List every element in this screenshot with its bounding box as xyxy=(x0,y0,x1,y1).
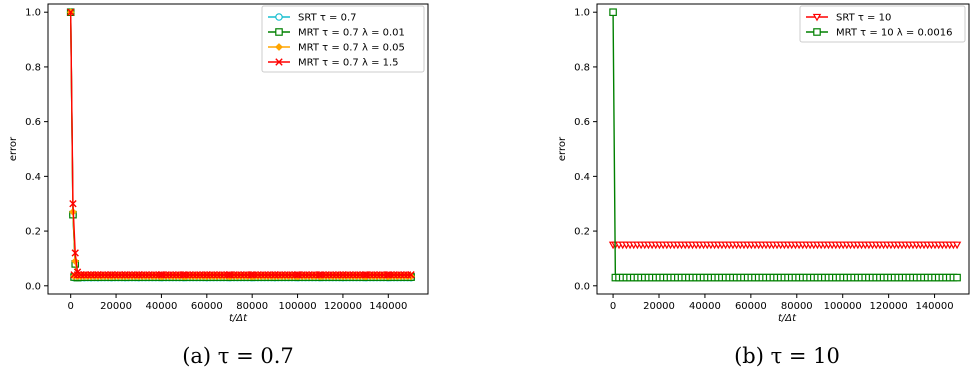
a-y-tick-label: 0.0 xyxy=(25,281,41,292)
panel-b-caption: (b) τ = 10 xyxy=(734,344,840,368)
a-legend-marker-2 xyxy=(275,43,283,51)
b-legend-marker-1 xyxy=(813,28,821,36)
b-x-tick-label: 120000 xyxy=(870,301,908,312)
panel-b-x-axis-label: t/Δt xyxy=(778,313,797,324)
b-legend-marker-0 xyxy=(812,13,822,22)
panel-a-series xyxy=(66,8,415,282)
panel-b-legend-box xyxy=(799,5,966,43)
panel-a-legend: SRT τ = 0.7 MRT τ = 0.7 λ = 0.01 MRT τ = 0… xyxy=(261,5,425,73)
a-x-tick-label: 100000 xyxy=(278,301,316,312)
a-x-tick-label: 120000 xyxy=(324,301,362,312)
a-series-3-marker xyxy=(66,8,75,16)
b-y-tick-label: 0.8 xyxy=(574,62,590,73)
a-x-tick-label: 80000 xyxy=(236,301,268,312)
a-y-tick-label: 1.0 xyxy=(25,8,41,19)
a-series-3 xyxy=(66,8,415,279)
b-x-tick-label: 80000 xyxy=(781,301,813,312)
b-x-tick-label: 100000 xyxy=(824,301,862,312)
panel-a-y-axis-label: error xyxy=(8,136,19,161)
a-series-3-marker xyxy=(69,200,77,208)
a-legend-marker-0 xyxy=(275,13,283,21)
b-series-0-marker xyxy=(952,241,962,250)
panel-a: 0 20000 40000 60000 80000 100000 120000 140000 … xyxy=(8,3,429,368)
panel-a-x-axis-label: t/Δt xyxy=(229,313,248,324)
b-legend-label-1: MRT τ = 10 λ = 0.0016 xyxy=(836,28,952,39)
a-x-tick-label: 140000 xyxy=(369,301,407,312)
a-y-tick-label: 0.2 xyxy=(25,227,41,238)
panel-a-y-ticks: 0.0 0.2 0.4 0.6 0.8 1.0 xyxy=(25,8,48,292)
panel-b: 0 20000 40000 60000 80000 100000 120000 140000 … xyxy=(557,3,970,368)
b-x-tick-label: 0 xyxy=(610,301,616,312)
panel-b-x-ticks: 0 20000 40000 60000 80000 100000 120000 140000 xyxy=(610,294,954,312)
panel-a-x-ticks: 0 20000 40000 60000 80000 100000 120000 140000 xyxy=(67,294,407,312)
a-x-tick-label: 40000 xyxy=(146,301,178,312)
b-y-tick-label: 0.0 xyxy=(574,281,590,292)
a-legend-label-3: MRT τ = 0.7 λ = 1.5 xyxy=(298,58,399,69)
a-series-3-marker xyxy=(71,249,79,257)
b-x-tick-label: 20000 xyxy=(643,301,675,312)
a-x-tick-label: 20000 xyxy=(100,301,132,312)
a-series-2-marker xyxy=(71,257,80,266)
b-y-tick-label: 0.4 xyxy=(574,172,590,183)
b-y-tick-label: 0.2 xyxy=(574,227,590,238)
a-y-tick-label: 0.8 xyxy=(25,62,41,73)
panel-a-caption: (a) τ = 0.7 xyxy=(182,344,294,368)
panel-a-legend-box xyxy=(261,5,425,73)
a-legend-label-2: MRT τ = 0.7 λ = 0.05 xyxy=(298,43,405,54)
b-series-1-marker xyxy=(609,8,617,17)
b-series-1 xyxy=(609,8,961,282)
a-legend-label-0: SRT τ = 0.7 xyxy=(298,13,357,24)
a-legend-marker-1 xyxy=(275,28,283,36)
b-y-tick-label: 1.0 xyxy=(574,8,590,19)
b-legend-label-0: SRT τ = 10 xyxy=(836,13,891,24)
panel-b-legend: SRT τ = 10 MRT τ = 10 λ = 0.0016 xyxy=(799,5,966,43)
panel-b-y-ticks: 0.0 0.2 0.4 0.6 0.8 1.0 xyxy=(574,8,597,292)
panel-b-plot-area xyxy=(596,3,970,295)
a-y-tick-label: 0.4 xyxy=(25,172,41,183)
b-x-tick-label: 40000 xyxy=(689,301,721,312)
a-legend-label-1: MRT τ = 0.7 λ = 0.01 xyxy=(298,28,405,39)
b-x-tick-label: 140000 xyxy=(915,301,953,312)
b-x-tick-label: 60000 xyxy=(735,301,767,312)
a-x-tick-label: 0 xyxy=(67,301,73,312)
panel-b-y-axis-label: error xyxy=(557,136,568,161)
b-y-tick-label: 0.6 xyxy=(574,117,590,128)
a-series-3-marker xyxy=(407,271,415,279)
panel-b-series xyxy=(608,8,962,282)
a-x-tick-label: 60000 xyxy=(191,301,223,312)
a-y-tick-label: 0.6 xyxy=(25,117,41,128)
b-series-1-marker xyxy=(953,273,961,282)
a-legend-marker-3 xyxy=(275,58,283,66)
